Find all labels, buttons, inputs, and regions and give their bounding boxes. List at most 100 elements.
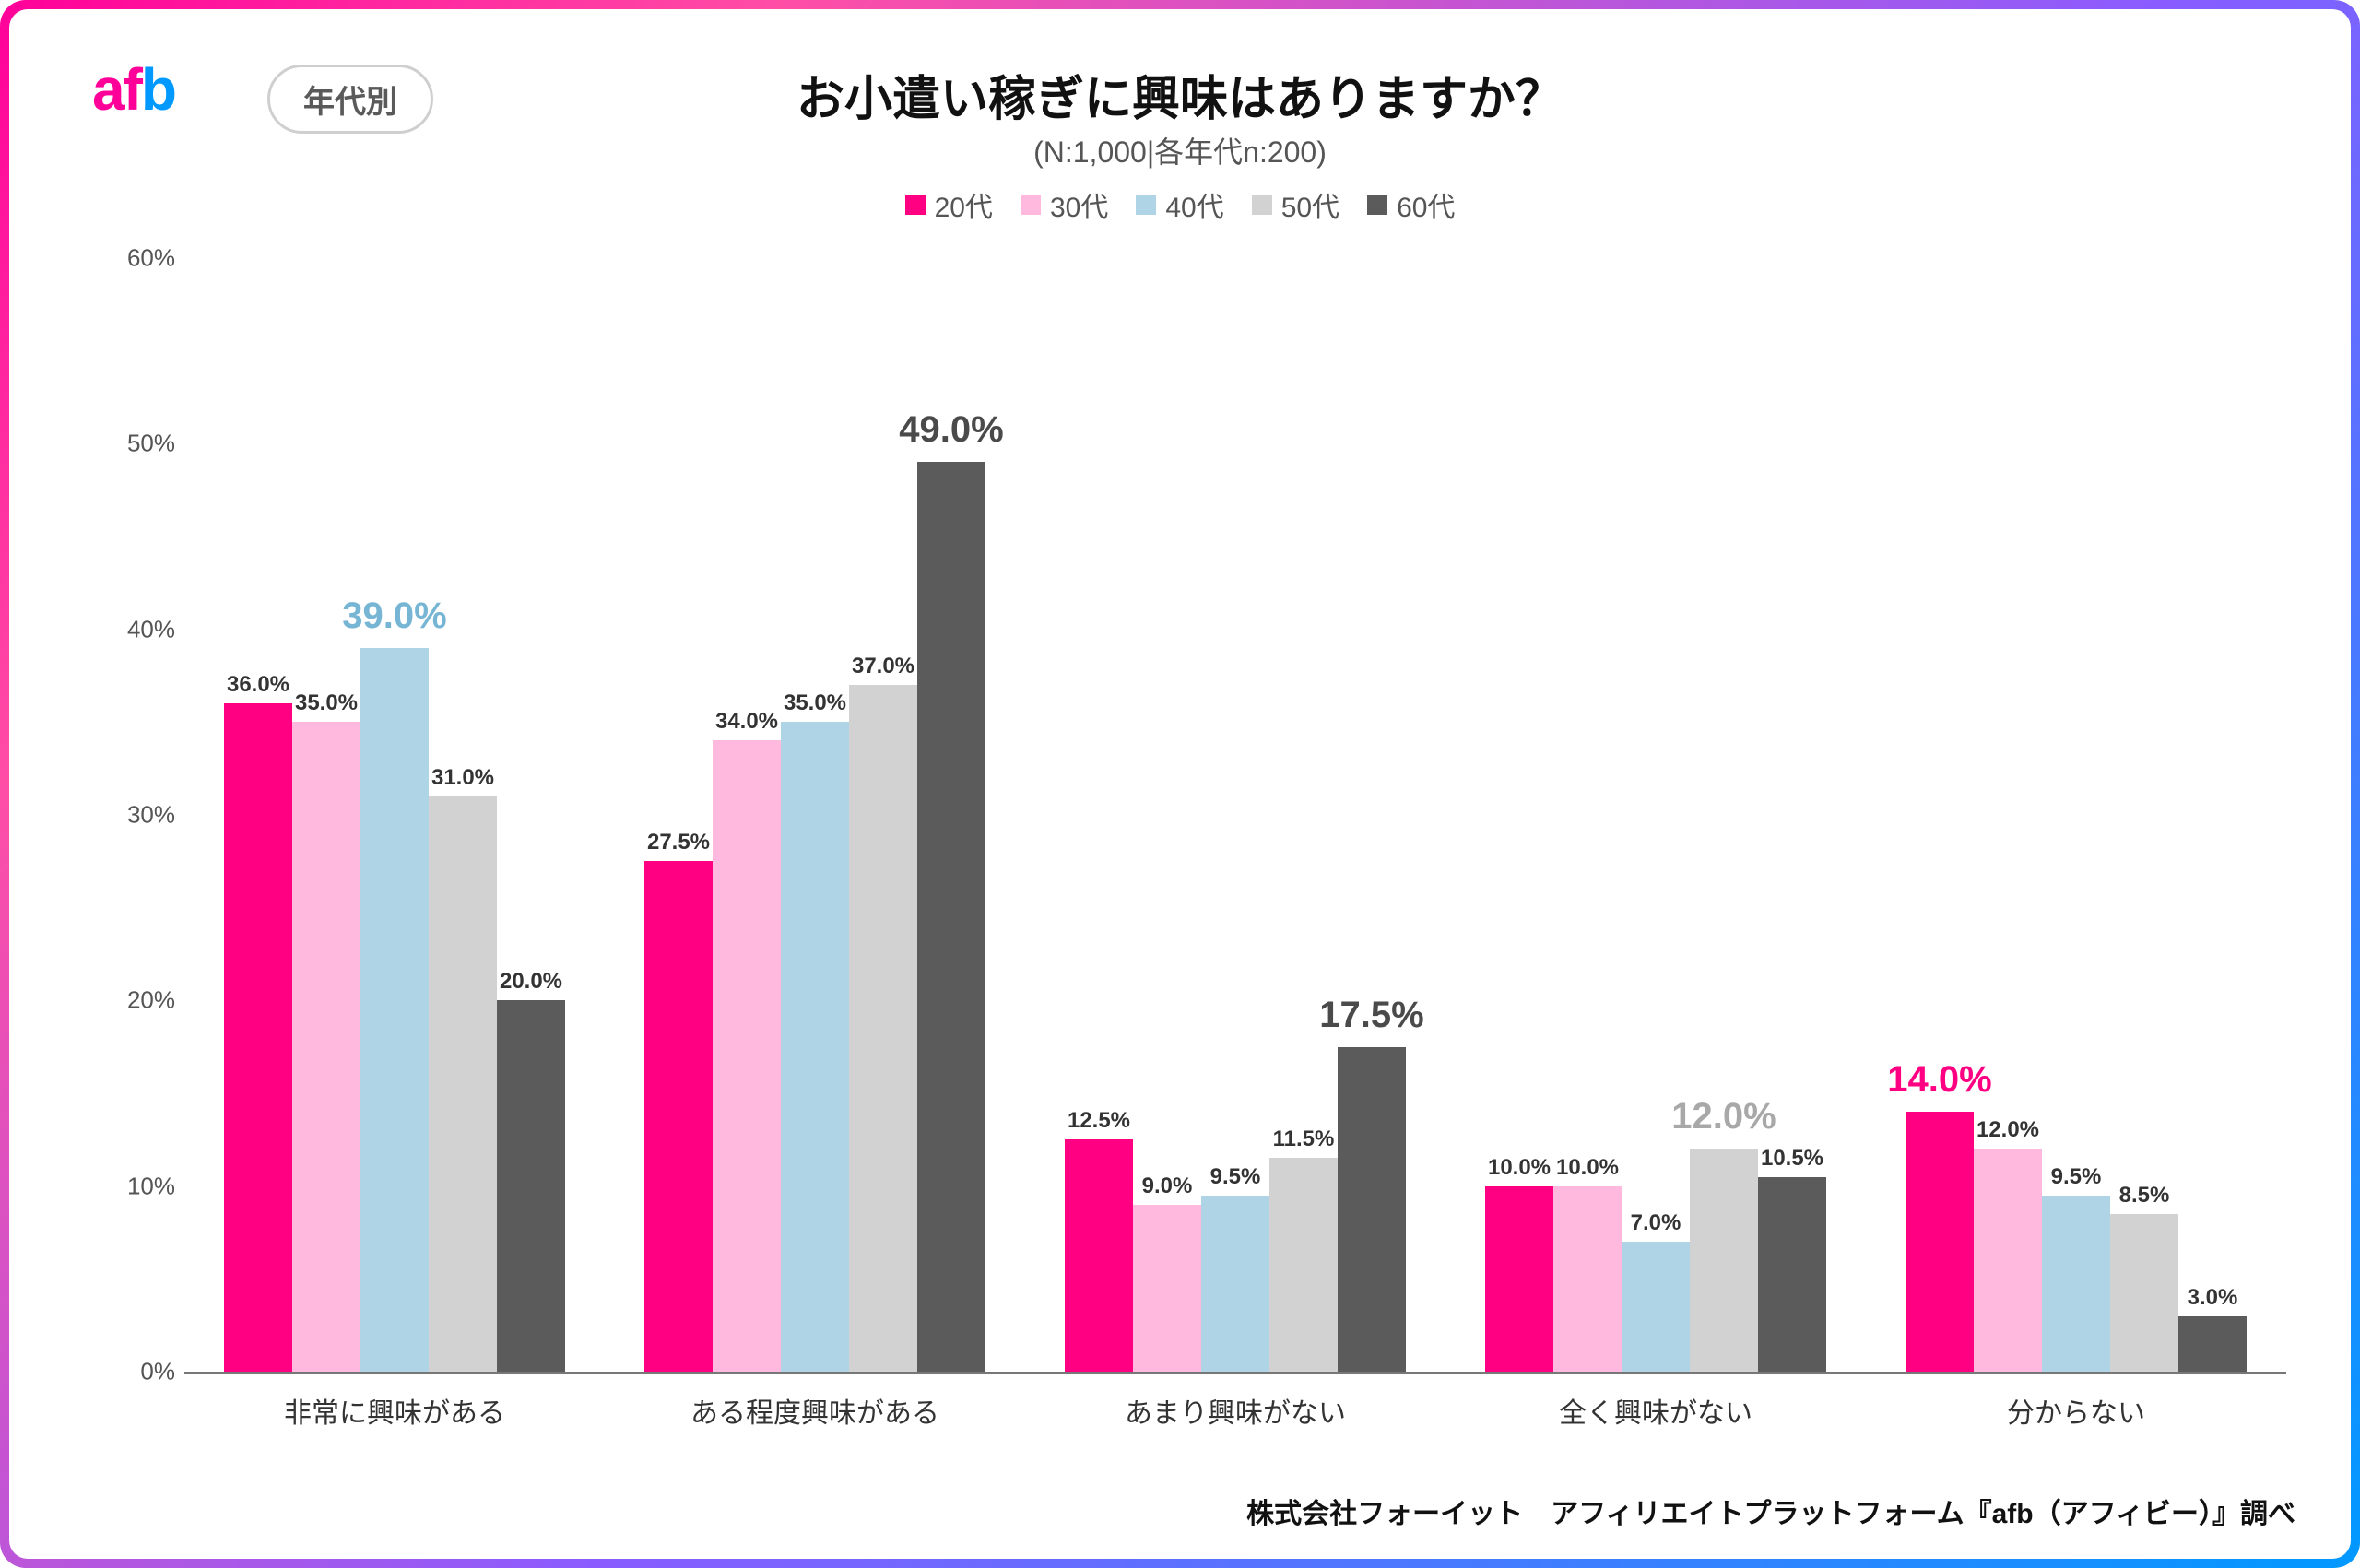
- bar: [2178, 1316, 2247, 1372]
- bar-wrap: 35.0%: [292, 258, 360, 1372]
- chart-title: お小遣い稼ぎに興味はありますか？: [9, 60, 2351, 129]
- bar: [1065, 1139, 1133, 1372]
- bar-wrap: 10.0%: [1485, 258, 1553, 1372]
- category-label: 全く興味がない: [1446, 1372, 1866, 1431]
- bar-wrap: 9.0%: [1133, 258, 1201, 1372]
- legend-label: 30代: [1050, 184, 1108, 225]
- bar-value: 10.5%: [1761, 1146, 1823, 1172]
- bar-value: 7.0%: [1631, 1210, 1682, 1236]
- legend-item: 60代: [1367, 184, 1455, 225]
- bar-wrap: 10.5%: [1758, 258, 1826, 1372]
- bar: [224, 703, 292, 1372]
- bar: [1338, 1047, 1406, 1372]
- bar-value: 11.5%: [1273, 1126, 1335, 1152]
- category-label: あまり興味がない: [1025, 1372, 1446, 1431]
- y-tick-label: 0%: [101, 1358, 175, 1386]
- bar-group: 12.5%9.0%9.5%11.5%17.5%あまり興味がない: [1025, 258, 1446, 1372]
- bar-value-highlight: 49.0%: [899, 409, 1003, 451]
- bar: [360, 648, 429, 1372]
- bar-value: 37.0%: [852, 654, 914, 679]
- y-tick-label: 50%: [101, 430, 175, 458]
- bar-value: 12.5%: [1068, 1108, 1130, 1134]
- plot-area: 0%10%20%30%40%50%60%36.0%35.0%39.0%31.0%…: [184, 258, 2286, 1374]
- bar-wrap: 39.0%: [360, 258, 429, 1372]
- y-tick-label: 40%: [101, 615, 175, 643]
- bar-value: 36.0%: [227, 672, 289, 698]
- chart-card: afb 年代別 お小遣い稼ぎに興味はありますか？ (N:1,000|各年代n:2…: [9, 9, 2351, 1559]
- legend-label: 20代: [935, 184, 993, 225]
- bar-wrap: 36.0%: [224, 258, 292, 1372]
- bar-wrap: 12.0%: [1690, 258, 1758, 1372]
- bar: [1690, 1149, 1758, 1372]
- bar-wrap: 9.5%: [2042, 258, 2110, 1372]
- bar-wrap: 12.0%: [1974, 258, 2042, 1372]
- bar: [644, 861, 713, 1372]
- bar-value: 9.5%: [2051, 1164, 2102, 1190]
- y-tick-label: 10%: [101, 1172, 175, 1200]
- bar-group: 27.5%34.0%35.0%37.0%49.0%ある程度興味がある: [605, 258, 1025, 1372]
- bar: [2110, 1214, 2178, 1372]
- legend-item: 20代: [905, 184, 993, 225]
- bar: [1269, 1158, 1338, 1372]
- bar: [497, 1000, 565, 1372]
- legend-item: 30代: [1021, 184, 1108, 225]
- y-tick-label: 30%: [101, 801, 175, 830]
- bar: [849, 685, 917, 1372]
- bar-wrap: 9.5%: [1201, 258, 1269, 1372]
- legend-swatch: [1136, 195, 1156, 215]
- legend-swatch: [1252, 195, 1272, 215]
- bar-value-highlight: 17.5%: [1319, 995, 1423, 1036]
- bar-wrap: 3.0%: [2178, 258, 2247, 1372]
- bar: [1485, 1186, 1553, 1372]
- legend-label: 60代: [1397, 184, 1455, 225]
- bar: [1906, 1112, 1974, 1372]
- bar-group: 14.0%12.0%9.5%8.5%3.0%分からない: [1866, 258, 2286, 1372]
- bar-value: 20.0%: [500, 969, 562, 995]
- bar-value: 35.0%: [784, 690, 846, 716]
- bar-wrap: 31.0%: [429, 258, 497, 1372]
- bar-value: 12.0%: [1976, 1117, 2039, 1143]
- chart-subtitle: (N:1,000|各年代n:200): [9, 129, 2351, 171]
- bar-wrap: 20.0%: [497, 258, 565, 1372]
- bar: [1974, 1149, 2042, 1372]
- bar: [2042, 1196, 2110, 1372]
- bar-wrap: 7.0%: [1622, 258, 1690, 1372]
- bar-wrap: 10.0%: [1553, 258, 1622, 1372]
- bar: [429, 796, 497, 1372]
- bar-value: 3.0%: [2188, 1285, 2238, 1311]
- bar-value: 10.0%: [1488, 1155, 1551, 1181]
- bar-wrap: 14.0%: [1906, 258, 1974, 1372]
- bar-value: 27.5%: [647, 830, 710, 855]
- bar-wrap: 27.5%: [644, 258, 713, 1372]
- bar: [1758, 1177, 1826, 1372]
- bar-value: 8.5%: [2119, 1183, 2170, 1208]
- footer-credit: 株式会社フォーイット アフィリエイトプラットフォーム『afb（アフィビー）』調べ: [1246, 1491, 2295, 1531]
- bar-value: 9.5%: [1210, 1164, 1261, 1190]
- bar-value: 34.0%: [715, 709, 778, 735]
- bar-group: 10.0%10.0%7.0%12.0%10.5%全く興味がない: [1446, 258, 1866, 1372]
- legend: 20代 30代 40代 50代 60代: [9, 184, 2351, 225]
- category-label: 非常に興味がある: [184, 1372, 605, 1431]
- bar-value: 10.0%: [1556, 1155, 1619, 1181]
- bar-wrap: 12.5%: [1065, 258, 1133, 1372]
- bar-value: 31.0%: [431, 765, 494, 791]
- gradient-frame: afb 年代別 お小遣い稼ぎに興味はありますか？ (N:1,000|各年代n:2…: [0, 0, 2360, 1568]
- bar: [1201, 1196, 1269, 1372]
- y-tick-label: 20%: [101, 986, 175, 1015]
- bar-wrap: 17.5%: [1338, 258, 1406, 1372]
- bar-wrap: 35.0%: [781, 258, 849, 1372]
- legend-swatch: [1021, 195, 1041, 215]
- chart-area: 0%10%20%30%40%50%60%36.0%35.0%39.0%31.0%…: [101, 258, 2295, 1448]
- category-label: ある程度興味がある: [605, 1372, 1025, 1431]
- bar: [1133, 1205, 1201, 1372]
- category-label: 分からない: [1866, 1372, 2286, 1431]
- legend-label: 40代: [1165, 184, 1223, 225]
- legend-item: 50代: [1252, 184, 1339, 225]
- bar: [917, 462, 985, 1372]
- bar: [292, 722, 360, 1372]
- legend-swatch: [1367, 195, 1387, 215]
- bar: [713, 740, 781, 1372]
- bar: [1622, 1242, 1690, 1372]
- y-tick-label: 60%: [101, 244, 175, 273]
- bar-wrap: 49.0%: [917, 258, 985, 1372]
